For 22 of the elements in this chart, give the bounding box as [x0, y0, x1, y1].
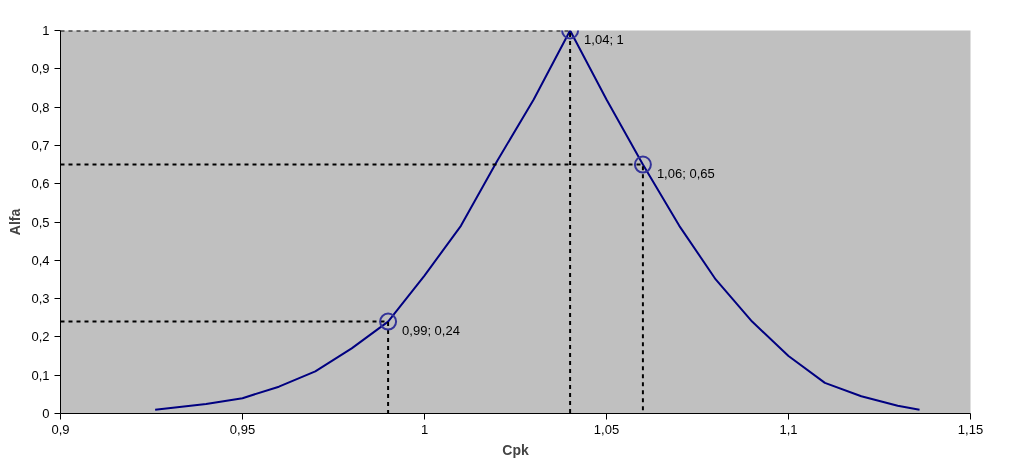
- y-tick-label: 0: [42, 406, 50, 421]
- y-tick-label: 0,7: [31, 137, 50, 153]
- y-tick-label: 0,8: [31, 99, 50, 115]
- line-series: [154, 30, 921, 411]
- data-label: 1,04; 1: [584, 31, 624, 47]
- x-axis-title: Cpk: [502, 441, 529, 458]
- x-tick-label: 1: [420, 421, 429, 437]
- data-label: 1,06; 0,65: [656, 165, 715, 181]
- x-tick-label: 0,95: [229, 421, 256, 437]
- y-tick-label: 1: [42, 23, 50, 38]
- x-tick-label: 1,05: [593, 421, 620, 437]
- y-tick-label: 0,5: [31, 214, 50, 230]
- y-axis-title: Alfa: [7, 208, 24, 236]
- data-label: 0,99; 0,24: [402, 322, 460, 338]
- y-tick-label: 0,2: [31, 329, 50, 345]
- y-tick-label: 0,6: [31, 176, 50, 192]
- y-tick-label: 0,9: [31, 61, 50, 77]
- x-tick-label: 1,1: [779, 421, 798, 437]
- y-tick-label: 0,1: [31, 367, 50, 383]
- y-tick-label: 0,4: [31, 252, 50, 268]
- x-tick-label: 1,15: [957, 421, 984, 437]
- y-tick-label: 0,3: [31, 291, 50, 307]
